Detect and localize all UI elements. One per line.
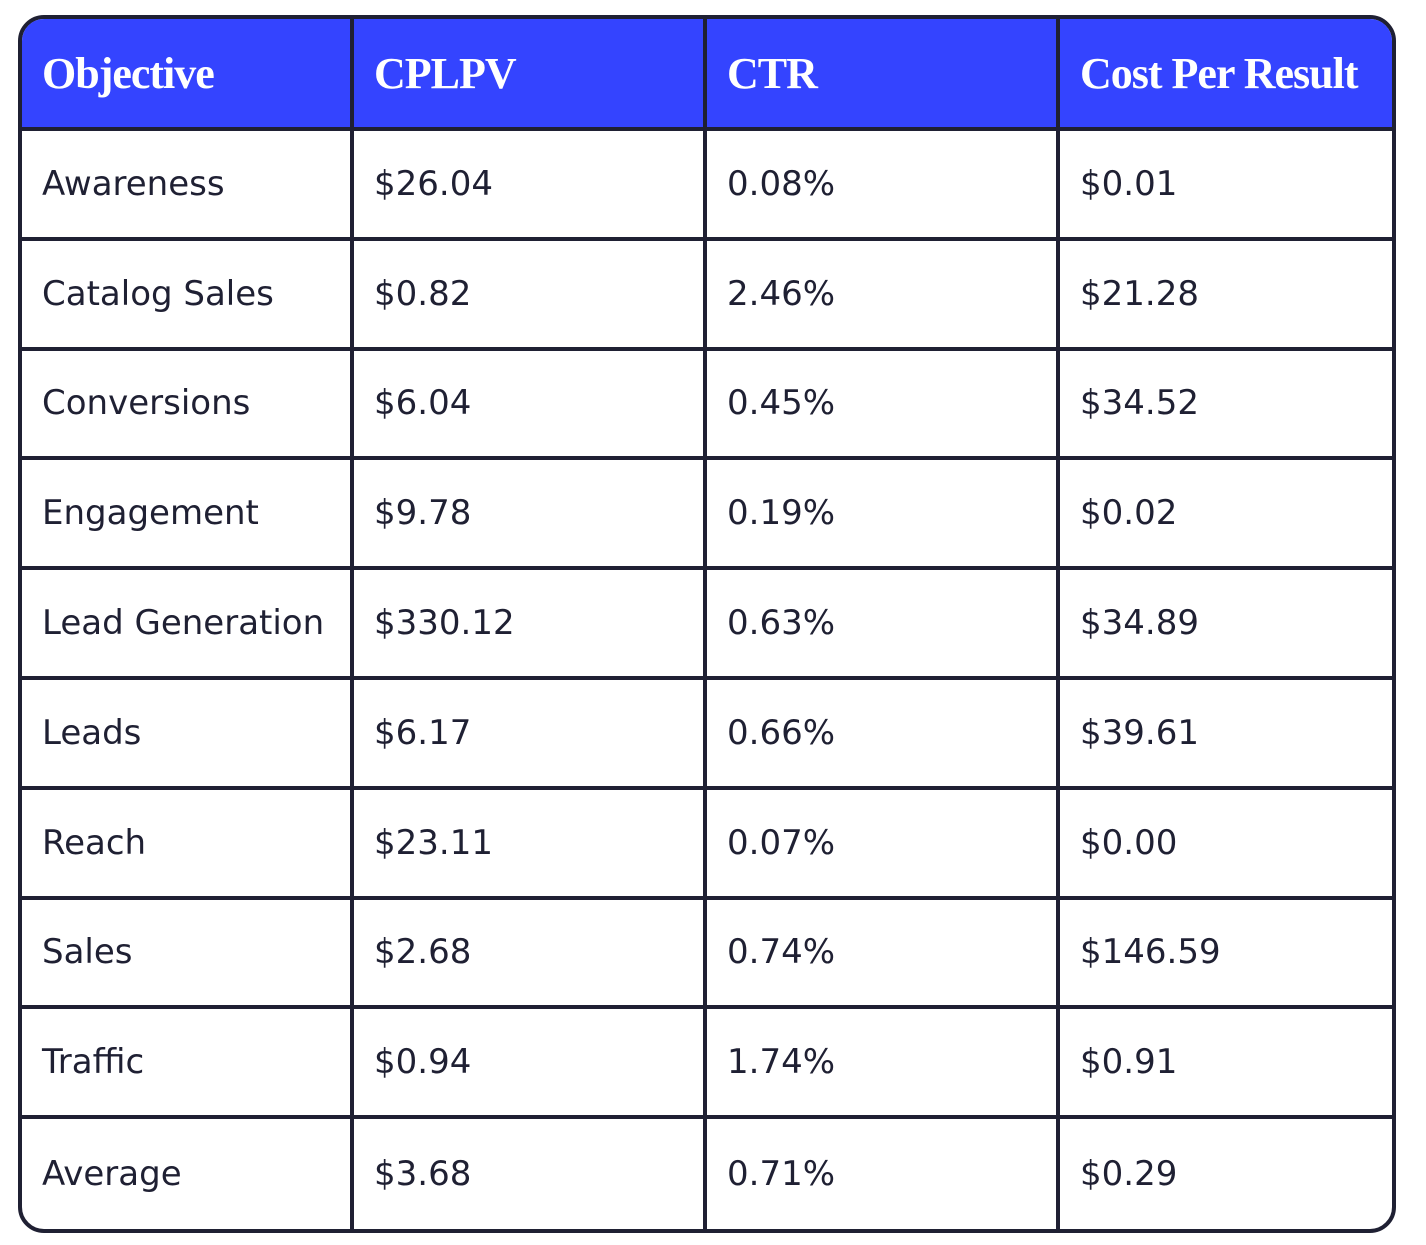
- table-cell: $6.04: [354, 350, 707, 461]
- table-cell: $34.89: [1060, 570, 1392, 680]
- table-cell: Catalog Sales: [22, 240, 354, 351]
- table-cell: 0.19%: [707, 460, 1060, 571]
- table-cell: $6.17: [354, 680, 707, 790]
- table-cell: Awareness: [22, 131, 354, 241]
- table-cell: $3.68: [354, 1119, 707, 1229]
- table-cell: 0.63%: [707, 570, 1060, 680]
- table-cell: $21.28: [1060, 241, 1392, 351]
- table-cell: $0.91: [1060, 1009, 1392, 1120]
- table-cell: $0.02: [1060, 460, 1392, 571]
- table-cell: Leads: [22, 680, 354, 790]
- table-cell: $0.01: [1060, 131, 1392, 241]
- table-cell: $0.29: [1080, 1154, 1178, 1195]
- data-table: Objective CPLPV CTR Cost Per Result Awarenes…: [18, 15, 1396, 1233]
- table-cell: $23.11: [354, 789, 707, 900]
- table-cell: Traffic: [22, 1009, 354, 1120]
- table-cell: Reach: [22, 789, 354, 900]
- table-cell: $9.78: [354, 460, 707, 571]
- table-cell: Sales: [22, 899, 354, 1010]
- table-cell: 1.74%: [707, 1009, 1060, 1120]
- table-cell: 0.08%: [707, 131, 1060, 241]
- header-cell: Objective: [22, 19, 354, 131]
- table-cell: $2.68: [354, 899, 707, 1010]
- table-cell: $0.94: [354, 1009, 707, 1120]
- table-cell: $39.61: [1060, 680, 1392, 790]
- table-cell: $26.04: [354, 131, 707, 241]
- table-cell: 0.66%: [707, 680, 1060, 790]
- table-cell: Lead Generation: [22, 570, 354, 680]
- header-cell: CTR: [707, 19, 1060, 131]
- table-cell: 2.46%: [707, 240, 1060, 351]
- header-cell: Cost Per Result: [1060, 19, 1392, 131]
- table-cell: 0.45%: [707, 350, 1060, 461]
- table-cell: $0.82: [354, 240, 707, 351]
- header-cell: CPLPV: [354, 19, 707, 131]
- table-cell: $34.52: [1060, 351, 1392, 461]
- table-cell: 0.07%: [707, 789, 1060, 900]
- table-cell: Conversions: [22, 350, 354, 461]
- table-cell: $146.59: [1060, 900, 1392, 1010]
- table-cell: Average: [22, 1119, 354, 1229]
- table-cell: $330.12: [354, 570, 707, 680]
- table-cell: Engagement: [22, 460, 354, 571]
- table-cell: 0.74%: [707, 899, 1060, 1010]
- table-cell: 0.71%: [707, 1119, 1060, 1229]
- table-cell: $0.00: [1060, 790, 1392, 900]
